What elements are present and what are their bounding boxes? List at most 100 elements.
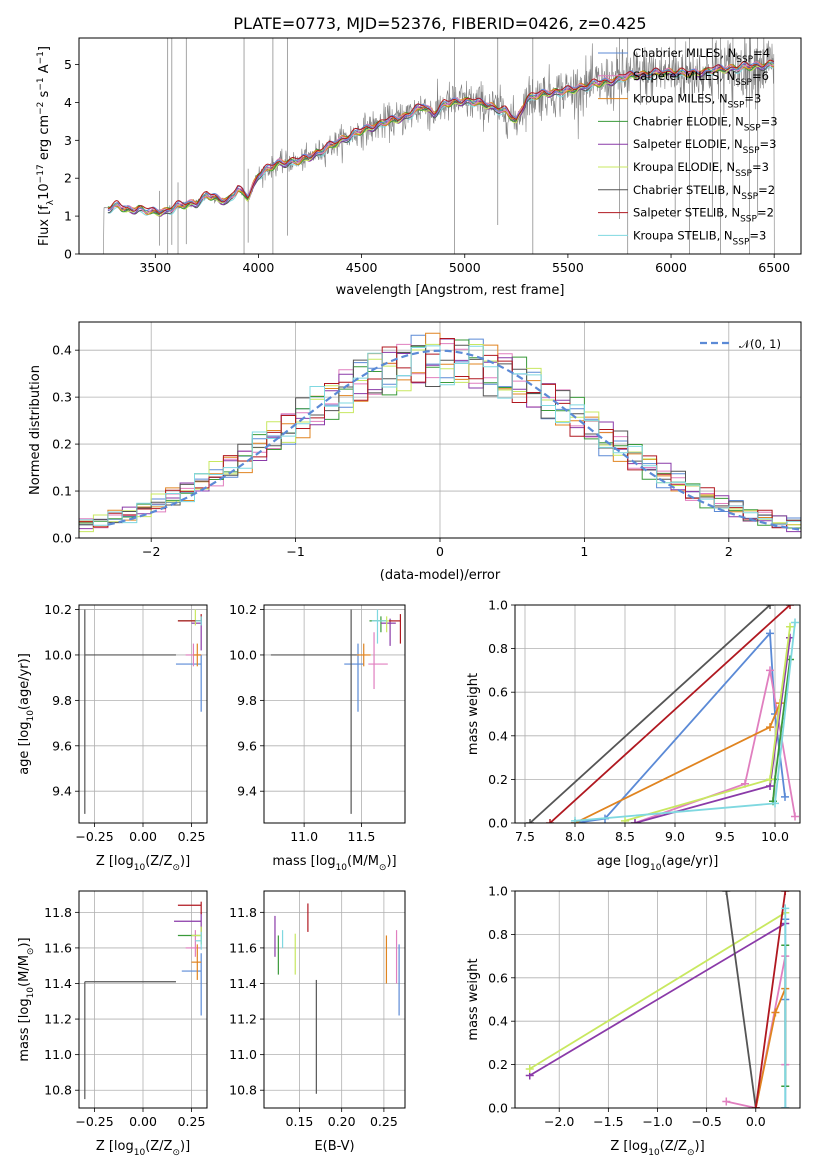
spectrum-xtick-label: 4000 (243, 260, 275, 275)
weight_vs_Z-xtick-label: 0.0 (746, 1114, 766, 1129)
age_vs_mass-ytick-label: 10.0 (229, 647, 257, 662)
mass_vs_ebv-frame (263, 890, 406, 1109)
weight_vs_Z-axes: −2.0 −1.5 −1.0 −0.5 0.0 0.0 0.2 0.4 0.6 0.8 1.0 Z [… (466, 884, 801, 1158)
legend-label-chabrier_stelib-part: Chabrier STELIB, N (633, 183, 741, 197)
weight_vs_age-marker-salpeter_elodie (631, 819, 639, 823)
spectrum-xtick-label: 5500 (552, 260, 584, 275)
weight_vs_Z-xlabel-part: )] (695, 1139, 705, 1154)
spectrum-plot-area (79, 38, 801, 254)
weight_vs_Z-xtick-label: −1.0 (642, 1114, 672, 1129)
weight_vs_age-marker-kroupa_elodie (766, 775, 774, 784)
hist-salpeter_miles (79, 343, 801, 538)
spectrum-ytick-label: 3 (64, 133, 72, 148)
mass_vs_ebv-xtick-label: 0.25 (370, 1114, 398, 1129)
mass_vs_ebv-xlabel-part: E(B-V) (314, 1139, 354, 1154)
residuals-ytick-label: 0.1 (52, 484, 72, 499)
age_vs_Z-xtick-label: 0.00 (129, 829, 157, 844)
age_vs_mass-xlabel-part: 10 (336, 863, 348, 873)
weight_vs_Z-xlabel-part: 10 (648, 1148, 660, 1158)
weight_vs_age-marker-kroupa_stelib (771, 799, 779, 808)
mass_vs_ebv-ytick-label: 11.8 (229, 905, 257, 920)
legend-label-chabrier_miles-part: SSP (736, 55, 753, 65)
legend-label-kroupa_elodie: Kroupa ELODIE, NSSP=3 (633, 160, 769, 179)
legend-label-salpeter_stelib-part: Salpeter STELIB, N (633, 206, 740, 220)
weight_vs_Z-ytick-label: 0.8 (488, 927, 508, 942)
weight_vs_Z-ytick-label: 1.0 (488, 884, 508, 899)
age_vs_mass-axes: 11.0 11.5 9.4 9.6 9.8 10.0 10.2 mass [log10(M/M… (229, 602, 406, 873)
weight_vs_Z-marker-kroupa_miles (771, 1008, 780, 1017)
mass_vs_ebv-xtick-label: 0.15 (286, 1114, 314, 1129)
spectrum-ylabel-part: −2 (36, 102, 46, 115)
weight_vs_Z-marker-kroupa_stelib (781, 904, 790, 913)
weight_vs_Z-line-salpeter_elodie (529, 922, 786, 1077)
mass_vs_Z-axes: −0.25 0.00 0.25 10.8 11.0 11.2 11.4 11.6 11.8 Z [… (17, 890, 208, 1158)
weight_vs_age-axes: 7.5 8.0 8.5 9.0 9.5 10.0 0.0 0.2 0.4 0.6 0.8 1.0 age… (466, 598, 801, 873)
legend-label-kroupa_stelib: Kroupa STELIB, NSSP=3 (633, 228, 766, 247)
mass_vs_Z-ylabel-part: mass [log (17, 998, 32, 1061)
weight_vs_age-marker-chabrier_miles (781, 792, 789, 801)
age_vs_Z-ytick-label: 10.0 (44, 647, 72, 662)
age_vs_mass-xtick-label: 11.0 (290, 829, 318, 844)
spectrum-ylabel-part: −17 (36, 164, 46, 183)
legend-label-kroupa_stelib-part: Kroupa STELIB, N (633, 228, 733, 242)
weight_vs_age-ytick-label: 0.0 (488, 816, 508, 831)
weight_vs_age-xlabel-part: (age/yr)] (661, 854, 718, 869)
spectrum-ylabel-part: −1 (36, 51, 46, 64)
weight_vs_Z-ytick-label: 0.4 (488, 1014, 508, 1029)
mass_vs_Z-xlabel: Z [log10(Z/Z⊙)] (96, 1139, 190, 1158)
legend-label-normal: 𝒩(0, 1) (739, 337, 781, 351)
weight_vs_age-xtick-label: 8.0 (565, 829, 585, 844)
age_vs_mass-xtick-label: 11.5 (348, 829, 376, 844)
weight_vs_age-line-kroupa_elodie (624, 626, 791, 822)
weight_vs_age-ytick-label: 1.0 (488, 598, 508, 613)
mass_vs_ebv-plot-area (264, 891, 405, 1108)
age_vs_Z-axes: −0.25 0.00 0.259.49.69.810.010.2Z [log10(Z… (17, 602, 208, 873)
legend-label-salpeter_miles-part: Salpeter MILES, N (633, 69, 735, 83)
weight_vs_age-frame (514, 604, 801, 824)
mass_vs_Z-xlabel-part: Z [log (96, 1139, 134, 1154)
age_vs_mass-ytick-label: 9.8 (237, 693, 257, 708)
weight_vs_age-ytick-label: 0.8 (488, 641, 508, 656)
weight_vs_Z-xlabel-part: Z [log (610, 1139, 648, 1154)
age_vs_Z-xlabel-part: )] (180, 854, 190, 869)
legend-label-kroupa_miles-part: =3 (744, 92, 761, 106)
age_vs_Z-xlabel-part: 10 (134, 863, 146, 873)
weight_vs_age-ylabel: mass weight (466, 673, 481, 755)
age_vs_Z-ytick-label: 9.6 (52, 738, 72, 753)
weight_vs_age-xlabel-part: age [log (597, 854, 650, 869)
mass_vs_Z-ylabel-part: (M/M (17, 955, 32, 987)
mass_vs_ebv-ytick-label: 11.4 (229, 976, 257, 991)
spectrum-xtick-label: 5000 (449, 260, 481, 275)
weight_vs_age-marker-kroupa_stelib (571, 816, 579, 823)
weight_vs_age-xlabel-part: 10 (650, 863, 662, 873)
legend-label-chabrier_stelib-part: SSP (741, 192, 758, 202)
mass_vs_Z-xlabel-part: )] (180, 1139, 190, 1154)
age_vs_Z-ylabel-part: (age/yr)] (17, 653, 32, 710)
weight_vs_Z-ylabel: mass weight (466, 958, 481, 1040)
age_vs_Z-xlabel-part: Z [log (96, 854, 134, 869)
spectrum-ylabel-part: −1 (36, 77, 46, 90)
spectrum-ylabel: Flux [fλ10−17 erg cm−2 s−1 A−1] (36, 46, 56, 246)
weight_vs_Z-xtick-label: −2.0 (544, 1114, 574, 1129)
weight_vs_Z-marker-salpeter_stelib (751, 1104, 760, 1108)
residuals-xtick-label: 0 (436, 544, 444, 559)
legend-label-salpeter_elodie-part: =3 (760, 137, 777, 151)
residuals-xtick-label: 1 (580, 544, 588, 559)
residuals-ytick-label: 0.4 (52, 343, 72, 358)
weight_vs_age-marker-salpeter_stelib (786, 605, 794, 609)
residuals-xtick-label: −1 (286, 544, 304, 559)
age_vs_mass-xlabel-part: )] (386, 854, 396, 869)
age_vs_Z-xlabel-part: ⊙ (172, 863, 180, 873)
hist-chabrier_stelib (79, 344, 801, 538)
legend-label-salpeter_stelib-part: =2 (757, 206, 774, 220)
age_vs_Z-ytick-label: 10.2 (44, 602, 72, 617)
age_vs_Z-xlabel-part: (Z/Z (145, 854, 172, 869)
age_vs_Z-xlabel: Z [log10(Z/Z⊙)] (96, 854, 190, 873)
age_vs_mass-xlabel-part: mass [log (272, 854, 335, 869)
spectrum-ylabel-part: ] (37, 46, 52, 51)
residuals-axes: −2 −1 0 1 2 0.0 0.1 0.2 0.3 0.4 (data-model)/error… (28, 321, 802, 583)
age_vs_Z-plot-area (79, 605, 207, 823)
spectrum-ylabel-part: s (37, 90, 52, 101)
